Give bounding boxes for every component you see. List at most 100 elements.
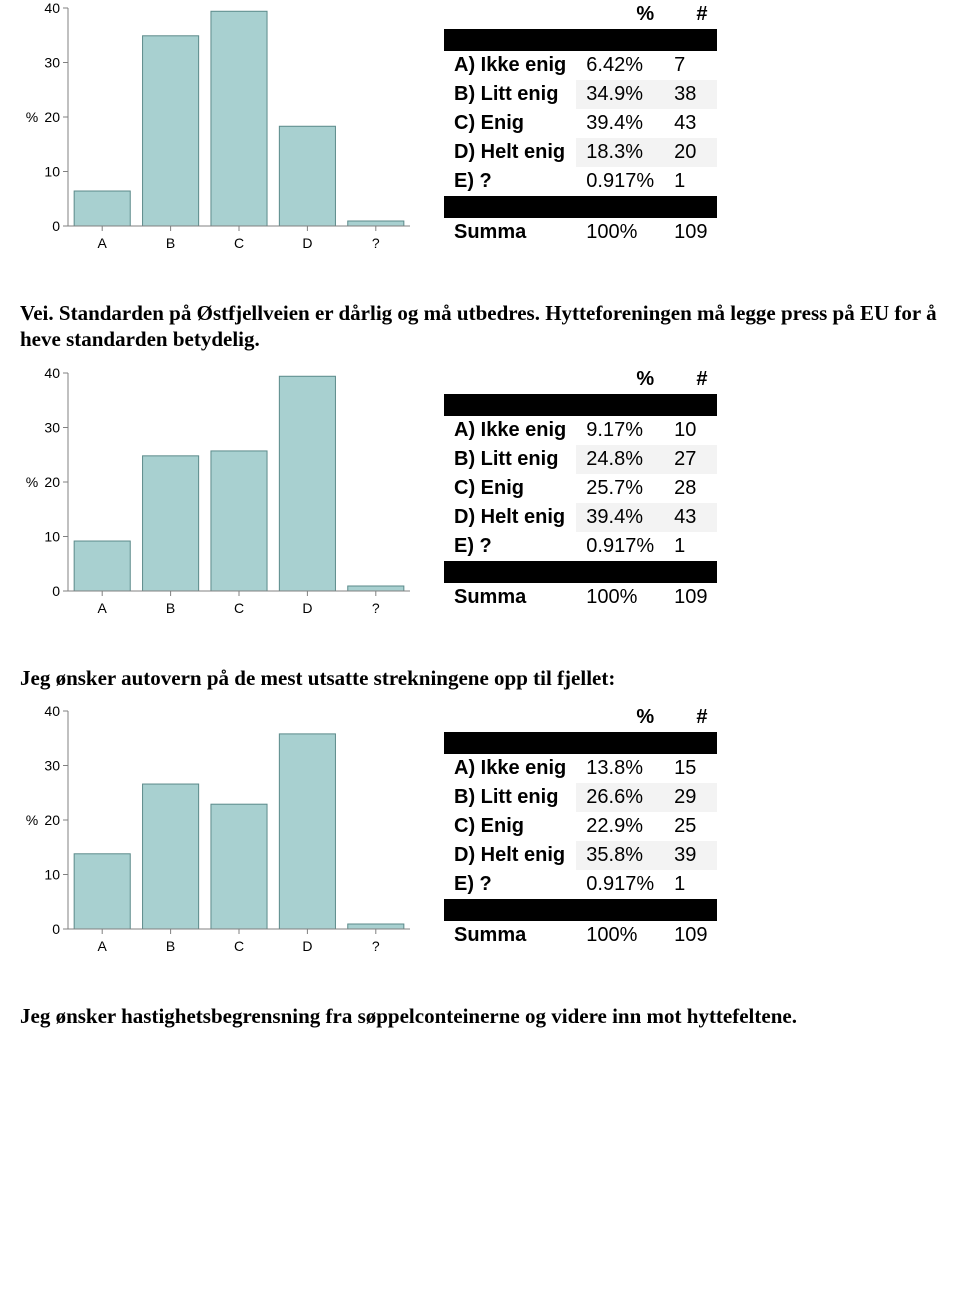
bar xyxy=(143,784,199,929)
svg-text:20: 20 xyxy=(44,474,60,490)
svg-text:C: C xyxy=(234,600,244,616)
svg-text:C: C xyxy=(234,235,244,251)
results-table: %#A) Ikke enig6.42%7B) Litt enig34.9%38C… xyxy=(444,0,717,247)
svg-text:B: B xyxy=(166,938,175,954)
results-table: %#A) Ikke enig9.17%10B) Litt enig24.8%27… xyxy=(444,365,717,612)
svg-text:A: A xyxy=(98,938,108,954)
sum-count: 109 xyxy=(664,218,717,247)
row-pct: 6.42% xyxy=(576,51,664,80)
row-count: 15 xyxy=(664,754,717,783)
sum-pct: 100% xyxy=(576,218,664,247)
row-count: 25 xyxy=(664,812,717,841)
svg-text:%: % xyxy=(26,812,38,828)
header-pct: % xyxy=(576,703,664,732)
svg-text:%: % xyxy=(26,109,38,125)
header-pct: % xyxy=(576,365,664,394)
row-label: E) ? xyxy=(444,870,576,899)
svg-text:0: 0 xyxy=(52,921,60,937)
row-label: C) Enig xyxy=(444,474,576,503)
header-blank xyxy=(444,0,576,29)
row-pct: 13.8% xyxy=(576,754,664,783)
separator-bar xyxy=(444,29,717,51)
row-count: 20 xyxy=(664,138,717,167)
svg-text:?: ? xyxy=(372,600,380,616)
sum-pct: 100% xyxy=(576,583,664,612)
result-row: C) Enig22.9%25 xyxy=(444,812,717,841)
result-row: A) Ikke enig6.42%7 xyxy=(444,51,717,80)
sum-row: Summa100%109 xyxy=(444,218,717,247)
question-text: Jeg ønsker hastighetsbegrensning fra søp… xyxy=(20,1003,940,1029)
separator-bar xyxy=(444,732,717,754)
bar xyxy=(143,455,199,590)
bar xyxy=(211,11,267,226)
row-pct: 0.917% xyxy=(576,167,664,196)
row-count: 43 xyxy=(664,503,717,532)
row-label: E) ? xyxy=(444,532,576,561)
svg-text:A: A xyxy=(98,600,108,616)
svg-text:A: A xyxy=(98,235,108,251)
question-text: Vei. Standarden på Østfjellveien er dårl… xyxy=(20,300,940,353)
row-count: 38 xyxy=(664,80,717,109)
result-row: A) Ikke enig13.8%15 xyxy=(444,754,717,783)
row-label: D) Helt enig xyxy=(444,841,576,870)
svg-text:20: 20 xyxy=(44,109,60,125)
row-label: B) Litt enig xyxy=(444,80,576,109)
row-pct: 22.9% xyxy=(576,812,664,841)
svg-text:D: D xyxy=(302,938,312,954)
bar xyxy=(348,221,404,226)
row-count: 43 xyxy=(664,109,717,138)
row-label: E) ? xyxy=(444,167,576,196)
sum-row: Summa100%109 xyxy=(444,583,717,612)
result-row: A) Ikke enig9.17%10 xyxy=(444,416,717,445)
row-count: 29 xyxy=(664,783,717,812)
row-pct: 0.917% xyxy=(576,870,664,899)
result-row: C) Enig39.4%43 xyxy=(444,109,717,138)
row-count: 1 xyxy=(664,532,717,561)
row-count: 10 xyxy=(664,416,717,445)
svg-text:0: 0 xyxy=(52,583,60,599)
row-pct: 0.917% xyxy=(576,532,664,561)
row-count: 39 xyxy=(664,841,717,870)
sum-count: 109 xyxy=(664,921,717,950)
row-label: B) Litt enig xyxy=(444,783,576,812)
results-table: %# A) Ikke enig13.8%15B) Litt enig26.6%29… xyxy=(444,703,717,950)
bar xyxy=(348,586,404,591)
sum-pct: 100% xyxy=(576,921,664,950)
sum-label: Summa xyxy=(444,583,576,612)
header-count: # xyxy=(664,703,717,732)
row-label: D) Helt enig xyxy=(444,503,576,532)
header-pct: % xyxy=(576,0,664,29)
sum-label: Summa xyxy=(444,921,576,950)
result-row: E) ?0.917%1 xyxy=(444,870,717,899)
row-count: 1 xyxy=(664,167,717,196)
row-pct: 25.7% xyxy=(576,474,664,503)
svg-text:B: B xyxy=(166,600,175,616)
svg-text:20: 20 xyxy=(44,812,60,828)
row-pct: 18.3% xyxy=(576,138,664,167)
question-block: Jeg ønsker autovern på de mest utsatte s… xyxy=(20,665,940,963)
svg-text:D: D xyxy=(302,235,312,251)
bar-chart: 010203040%ABCD? xyxy=(20,0,420,260)
row-pct: 26.6% xyxy=(576,783,664,812)
result-row: D) Helt enig35.8%39 xyxy=(444,841,717,870)
bar xyxy=(348,924,404,929)
row-label: C) Enig xyxy=(444,109,576,138)
row-label: D) Helt enig xyxy=(444,138,576,167)
row-count: 1 xyxy=(664,870,717,899)
result-row: B) Litt enig26.6%29 xyxy=(444,783,717,812)
svg-text:0: 0 xyxy=(52,218,60,234)
bar xyxy=(279,126,335,226)
svg-text:%: % xyxy=(26,474,38,490)
bar xyxy=(211,450,267,590)
svg-text:30: 30 xyxy=(44,757,60,773)
row-label: C) Enig xyxy=(444,812,576,841)
question-text: Jeg ønsker autovern på de mest utsatte s… xyxy=(20,665,940,691)
separator-bar xyxy=(444,196,717,218)
svg-text:30: 30 xyxy=(44,55,60,71)
svg-text:10: 10 xyxy=(44,164,60,180)
svg-text:D: D xyxy=(302,600,312,616)
bar xyxy=(279,376,335,591)
separator-bar xyxy=(444,394,717,416)
row-count: 7 xyxy=(664,51,717,80)
result-row: D) Helt enig18.3%20 xyxy=(444,138,717,167)
